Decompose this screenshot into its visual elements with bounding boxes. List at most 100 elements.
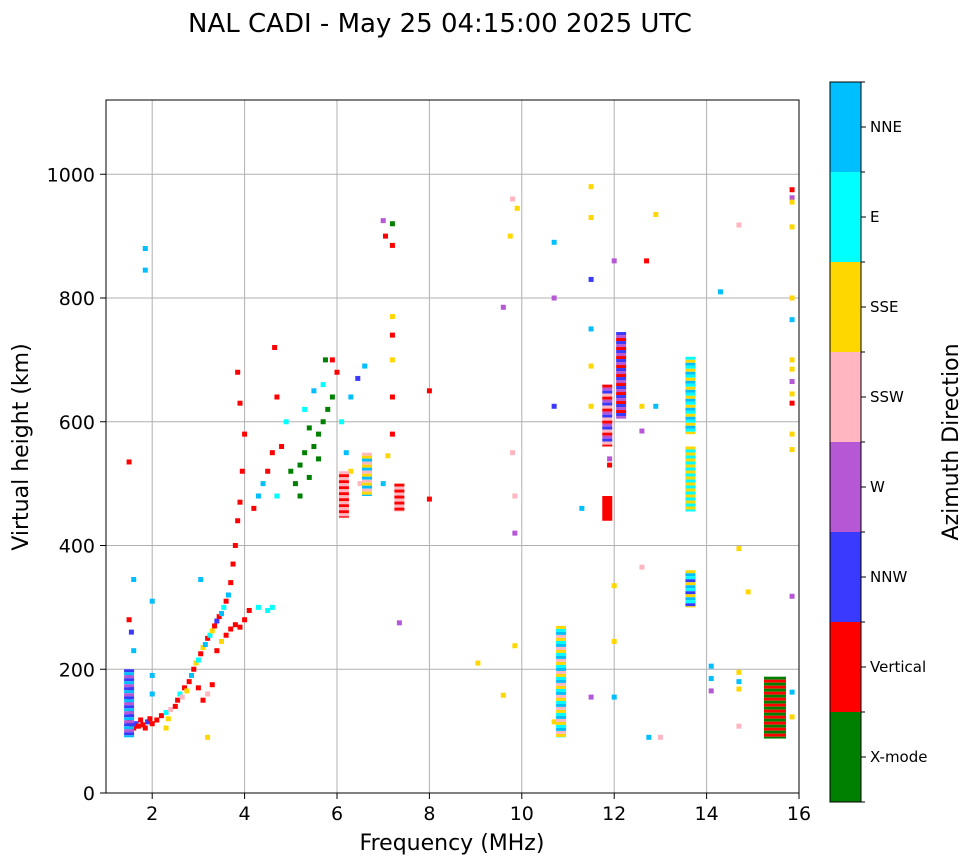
data-trace-segment [685,428,696,432]
data-trace-segment [685,500,696,504]
data-trace-segment [616,350,627,354]
data-trace-segment [685,588,696,592]
data-trace-segment [338,507,349,511]
data-point [239,468,245,474]
data-point [292,481,298,487]
data-trace-segment [763,712,786,716]
data-point [611,638,617,644]
data-trace-segment [556,709,567,713]
data-trace-segment [362,485,373,489]
data-point [510,450,516,456]
data-trace-segment [556,724,567,728]
data-point [177,691,183,697]
data-trace-segment [602,438,613,442]
colorbar-tick-label: NNE [870,118,902,136]
data-trace-segment [602,511,613,514]
data-trace-segment [394,507,405,511]
data-point [272,345,278,350]
data-point [789,379,795,385]
data-point [207,632,213,638]
data-trace-segment [763,709,786,713]
data-trace-segment [685,449,696,453]
data-point [736,723,742,729]
data-point [200,697,206,703]
data-point [168,706,174,712]
data-point [237,624,243,630]
data-point [551,403,557,409]
data-trace-segment [338,513,349,517]
data-point [232,543,238,548]
data-trace-segment [602,429,613,433]
data-point [131,648,137,654]
data-marks [124,184,795,740]
data-trace-segment [602,402,613,406]
data-trace-segment [602,411,613,415]
colorbar-segment [830,532,861,622]
data-trace-segment [394,504,405,508]
chart-title: NAL CADI - May 25 04:15:00 2025 UTC [188,9,692,39]
data-trace-segment [685,506,696,510]
x-tick-label: 12 [602,803,626,825]
y-axis-label: Virtual height (km) [9,343,34,550]
data-point [288,468,294,474]
data-trace-segment [338,516,349,518]
data-trace-segment [556,718,567,722]
colorbar-frame [829,81,862,803]
data-trace-segment [602,520,613,521]
data-point [214,618,220,624]
data-point [507,233,513,239]
data-point [126,617,132,623]
data-trace-segment [616,398,627,402]
data-trace-segment [602,399,613,403]
data-trace-segment [685,458,696,462]
x-tick-label: 8 [423,803,435,825]
data-point [320,382,326,388]
y-tick-label: 200 [59,659,95,681]
data-point [274,493,280,499]
data-trace-segment [124,732,135,736]
data-point [316,431,322,437]
data-trace-segment [602,502,613,505]
data-trace-segment [616,371,627,375]
data-trace-segment [685,380,696,384]
data-trace-segment [124,681,135,685]
colorbar: X-mode Vertical NNW W SSW SSE E NNE [829,81,927,803]
data-trace-segment [685,473,696,477]
data-trace-segment [362,491,373,495]
data-point [184,688,190,694]
data-point [255,493,261,499]
data-point [283,419,289,425]
data-trace-segment [685,407,696,411]
data-point [182,685,188,691]
data-trace-segment [556,640,567,644]
y-tick-label: 1000 [47,164,95,186]
data-trace-segment [685,377,696,381]
data-point [279,444,285,449]
data-trace-segment [685,570,696,574]
data-point [639,428,645,434]
data-trace-segment [616,401,627,405]
data-trace-segment [616,356,627,360]
data-trace-segment [602,432,613,436]
data-point [175,697,181,703]
data-trace-segment [602,441,613,445]
data-trace-segment [602,405,613,409]
data-point [348,394,354,400]
data-trace-segment [763,730,786,734]
colorbar-tick-label: X-mode [870,748,927,766]
data-trace-segment [556,721,567,725]
y-tick-label: 0 [83,783,95,805]
data-trace-segment [616,344,627,348]
data-point [653,211,659,217]
data-trace-segment [616,395,627,399]
data-point [320,419,326,425]
y-axis-ticks: 0 200 400 600 800 1000 [47,164,106,805]
data-trace-segment [394,486,405,490]
data-trace-segment [602,505,613,508]
data-trace-segment [685,389,696,393]
data-trace-segment [763,706,786,710]
data-trace-segment [763,724,786,728]
data-trace-segment [338,510,349,514]
x-tick-label: 16 [787,803,811,825]
data-trace-segment [763,718,786,722]
